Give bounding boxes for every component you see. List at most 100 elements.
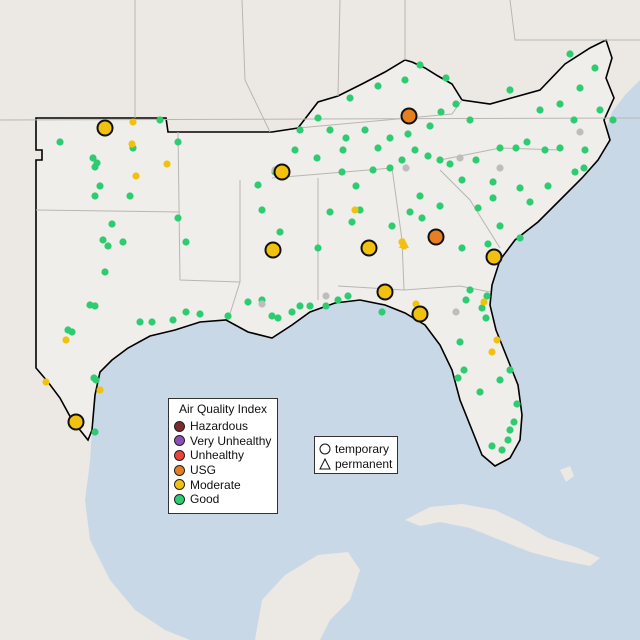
sensor-dot-moderate[interactable] <box>62 336 69 343</box>
sensor-dot-good[interactable] <box>386 164 393 171</box>
sensor-dot-good[interactable] <box>374 82 381 89</box>
sensor-dot-good[interactable] <box>436 202 443 209</box>
sensor-dot-good[interactable] <box>472 156 479 163</box>
sensor-dot-good[interactable] <box>96 182 103 189</box>
sensor-dot-moderate[interactable] <box>480 298 487 305</box>
sensor-dot-good[interactable] <box>369 166 376 173</box>
sensor-dot-good[interactable] <box>488 442 495 449</box>
sensor-dot-good[interactable] <box>104 242 111 249</box>
sensor-dot-good[interactable] <box>90 374 97 381</box>
sensor-dot-good[interactable] <box>224 312 231 319</box>
sensor-dot-moderate[interactable] <box>128 140 135 147</box>
sensor-dot-good[interactable] <box>454 374 461 381</box>
sensor-dot-good[interactable] <box>306 302 313 309</box>
monitor-temporary-moderate[interactable] <box>487 250 502 265</box>
sensor-dot-good[interactable] <box>374 144 381 151</box>
sensor-dot-good[interactable] <box>516 184 523 191</box>
sensor-dot-good[interactable] <box>326 126 333 133</box>
sensor-dot-good[interactable] <box>68 328 75 335</box>
sensor-dot-good[interactable] <box>276 228 283 235</box>
sensor-dot-good[interactable] <box>326 208 333 215</box>
monitor-temporary-moderate[interactable] <box>413 307 428 322</box>
sensor-dot-good[interactable] <box>496 144 503 151</box>
sensor-dot-moderate[interactable] <box>96 386 103 393</box>
monitor-temporary-moderate[interactable] <box>275 165 290 180</box>
monitor-temporary-moderate[interactable] <box>362 241 377 256</box>
sensor-dot-good[interactable] <box>544 182 551 189</box>
sensor-dot-good[interactable] <box>314 114 321 121</box>
sensor-dot-good[interactable] <box>196 310 203 317</box>
sensor-dot-good[interactable] <box>416 61 423 68</box>
sensor-dot-good[interactable] <box>296 126 303 133</box>
sensor-dot-good[interactable] <box>506 426 513 433</box>
sensor-dot-good[interactable] <box>174 138 181 145</box>
sensor-dot-good[interactable] <box>446 160 453 167</box>
sensor-dot-good[interactable] <box>580 164 587 171</box>
sensor-dot-moderate[interactable] <box>132 172 139 179</box>
sensor-dot-good[interactable] <box>489 194 496 201</box>
sensor-dot-good[interactable] <box>458 244 465 251</box>
sensor-dot-good[interactable] <box>418 214 425 221</box>
sensor-dot-good[interactable] <box>148 318 155 325</box>
sensor-dot-good[interactable] <box>424 152 431 159</box>
sensor-dot-good[interactable] <box>498 446 505 453</box>
sensor-dot-good[interactable] <box>119 238 126 245</box>
monitor-temporary-moderate[interactable] <box>266 243 281 258</box>
sensor-dot-good[interactable] <box>296 302 303 309</box>
sensor-dot-moderate[interactable] <box>163 160 170 167</box>
sensor-dot-good[interactable] <box>596 106 603 113</box>
sensor-dot-good[interactable] <box>352 182 359 189</box>
sensor-dot-no-data[interactable] <box>452 308 459 315</box>
sensor-dot-good[interactable] <box>452 100 459 107</box>
sensor-dot-good[interactable] <box>346 94 353 101</box>
sensor-dot-good[interactable] <box>361 126 368 133</box>
sensor-dot-good[interactable] <box>101 268 108 275</box>
sensor-dot-good[interactable] <box>489 178 496 185</box>
sensor-dot-no-data[interactable] <box>258 300 265 307</box>
sensor-dot-good[interactable] <box>274 314 281 321</box>
sensor-dot-good[interactable] <box>516 234 523 241</box>
sensor-dot-good[interactable] <box>398 156 405 163</box>
sensor-dot-good[interactable] <box>526 198 533 205</box>
sensor-dot-good[interactable] <box>388 222 395 229</box>
sensor-dot-good[interactable] <box>462 296 469 303</box>
sensor-dot-good[interactable] <box>541 146 548 153</box>
sensor-dot-good[interactable] <box>411 146 418 153</box>
sensor-dot-good[interactable] <box>322 302 329 309</box>
sensor-dot-good[interactable] <box>401 76 408 83</box>
monitor-temporary-moderate[interactable] <box>69 415 84 430</box>
sensor-dot-good[interactable] <box>513 400 520 407</box>
sensor-dot-good[interactable] <box>436 156 443 163</box>
sensor-dot-no-data[interactable] <box>402 164 409 171</box>
sensor-dot-good[interactable] <box>536 106 543 113</box>
sensor-dot-good[interactable] <box>458 176 465 183</box>
sensor-dot-good[interactable] <box>344 292 351 299</box>
sensor-dot-good[interactable] <box>571 168 578 175</box>
sensor-dot-good[interactable] <box>56 138 63 145</box>
sensor-dot-good[interactable] <box>314 244 321 251</box>
sensor-dot-good[interactable] <box>591 64 598 71</box>
sensor-dot-good[interactable] <box>496 376 503 383</box>
sensor-dot-good[interactable] <box>386 134 393 141</box>
sensor-dot-good[interactable] <box>339 146 346 153</box>
sensor-dot-good[interactable] <box>99 236 106 243</box>
sensor-dot-good[interactable] <box>91 192 98 199</box>
sensor-dot-no-data[interactable] <box>456 154 463 161</box>
sensor-dot-good[interactable] <box>254 181 261 188</box>
sensor-dot-good[interactable] <box>474 204 481 211</box>
sensor-dot-good[interactable] <box>460 366 467 373</box>
sensor-dot-good[interactable] <box>342 134 349 141</box>
sensor-dot-good[interactable] <box>556 144 563 151</box>
sensor-dot-good[interactable] <box>288 308 295 315</box>
sensor-dot-good[interactable] <box>338 168 345 175</box>
monitor-temporary-moderate[interactable] <box>378 285 393 300</box>
sensor-dot-good[interactable] <box>86 301 93 308</box>
sensor-dot-good[interactable] <box>482 314 489 321</box>
sensor-dot-good[interactable] <box>570 116 577 123</box>
sensor-dot-good[interactable] <box>416 192 423 199</box>
sensor-dot-moderate[interactable] <box>129 118 136 125</box>
sensor-dot-good[interactable] <box>348 218 355 225</box>
sensor-dot-good[interactable] <box>466 116 473 123</box>
sensor-dot-good[interactable] <box>456 338 463 345</box>
